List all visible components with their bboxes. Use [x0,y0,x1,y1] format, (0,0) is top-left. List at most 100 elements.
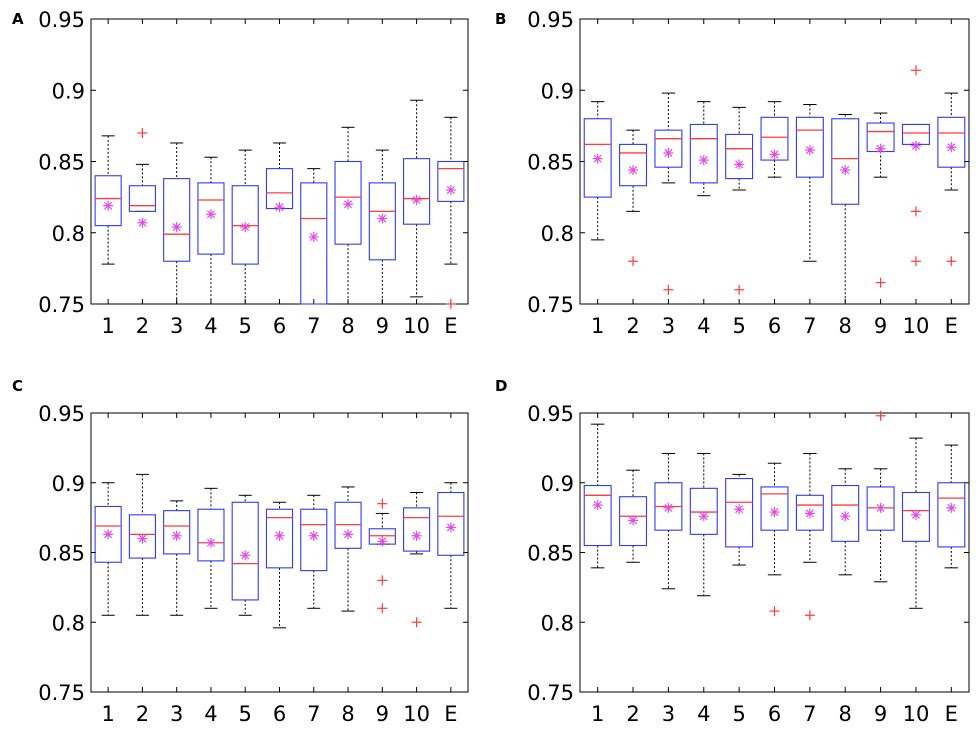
iqr-box [334,160,362,245]
mean-marker [628,165,639,176]
mean-marker [698,155,709,166]
y-tick-label: 0.95 [38,402,85,426]
mean-marker [205,537,216,548]
x-tick-label: 1 [591,702,604,726]
box-6 [760,101,789,178]
mean-marker [103,529,114,540]
box-9 [866,410,895,583]
mean-marker [910,140,921,151]
outlier-marker [137,128,148,138]
outlier-marker [804,610,815,621]
box-5 [725,473,754,566]
mean-stroke [911,510,920,519]
outlier-marker [663,284,674,295]
iqr-box [163,178,191,262]
mean-marker [734,159,745,170]
iqr-box [94,505,122,563]
box-4 [689,101,718,197]
mean-marker [137,533,148,544]
iqr-box [437,491,465,556]
mean-marker [205,209,216,220]
mean-marker [592,153,603,164]
mean-stroke [206,210,215,219]
iqr-box [128,514,156,559]
mean-marker [411,530,422,541]
mean-stroke [629,166,638,175]
mean-marker [171,222,182,233]
x-tick-label: E [444,702,457,726]
iqr-box [583,118,612,198]
x-tick-label: 4 [697,314,710,338]
box-8 [334,126,362,305]
box-1 [94,482,122,616]
box-10 [901,65,930,267]
mean-stroke [412,195,421,204]
outlier-marker [377,603,388,614]
x-tick-label: 7 [803,702,816,726]
outlier-marker [734,284,745,295]
iqr-box [937,116,966,168]
iqr-box [725,133,754,180]
mean-marker [946,502,957,513]
y-tick-label: 0.75 [38,681,85,705]
mean-marker [875,502,886,513]
y-tick-label: 0.9 [541,472,574,496]
box-7 [300,168,328,305]
mean-marker [769,149,780,160]
iqr-box [94,175,122,227]
mean-stroke [593,154,602,163]
plot-frame [579,412,970,693]
x-tick-label: 6 [273,314,286,338]
x-tick-label: 7 [803,314,816,338]
mean-marker [171,530,182,541]
box-3 [654,452,683,590]
mean-stroke [172,223,181,232]
mean-marker [377,536,388,547]
x-tick-label: 9 [376,314,389,338]
box-E [437,116,465,309]
iqr-box [619,496,648,547]
x-tick-label: 8 [341,314,354,338]
outlier-marker [875,410,886,421]
x-tick-label: 6 [768,702,781,726]
x-tick-label: 5 [239,702,252,726]
x-tick-label: 2 [626,702,639,726]
y-tick-label: 0.95 [38,8,85,32]
outlier-marker [377,498,388,509]
y-tick-label: 0.9 [52,472,85,496]
mean-marker [308,530,319,541]
mean-marker [343,199,354,210]
x-tick-label: 9 [376,702,389,726]
box-2 [619,469,648,563]
y-tick-label: 0.95 [527,8,574,32]
x-tick-label: 1 [591,314,604,338]
x-tick-label: 10 [403,314,430,338]
box-E [437,482,465,609]
outlier-marker [910,206,921,217]
outlier-marker [769,606,780,617]
outlier-marker [411,617,422,628]
box-6 [265,142,294,213]
x-tick-label: 8 [839,702,852,726]
box-10 [403,492,431,628]
iqr-box [795,116,824,178]
x-tick-label: E [945,314,958,338]
x-tick-label: 4 [204,314,217,338]
x-tick-label: 1 [101,314,114,338]
mean-stroke [172,531,181,540]
mean-stroke [206,538,215,547]
box-3 [163,500,191,616]
box-E [937,92,966,267]
iqr-box [300,182,328,305]
mean-stroke [104,530,113,539]
x-tick-label: 6 [273,702,286,726]
mean-stroke [629,516,638,525]
iqr-box [231,501,259,601]
mean-stroke [412,531,421,540]
x-tick-label: 9 [874,702,887,726]
iqr-box [619,143,648,187]
x-tick-label: 3 [662,314,675,338]
panel-label: B [495,10,506,28]
mean-stroke [378,537,387,546]
